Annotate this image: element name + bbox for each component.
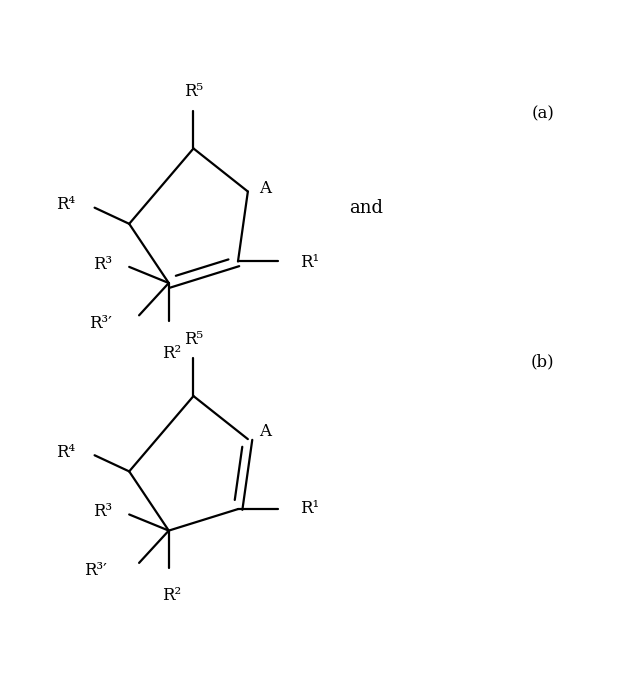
Text: R³: R³ xyxy=(93,503,112,520)
Text: R²: R² xyxy=(161,345,181,362)
Text: A: A xyxy=(259,422,271,440)
Text: R³′: R³′ xyxy=(84,563,107,579)
Text: and: and xyxy=(350,199,383,217)
Text: R¹: R¹ xyxy=(300,254,319,271)
Text: R³′: R³′ xyxy=(89,315,112,332)
Text: R¹: R¹ xyxy=(300,500,319,517)
Text: R⁴: R⁴ xyxy=(56,444,75,461)
Text: R⁵: R⁵ xyxy=(184,331,203,347)
Text: R³: R³ xyxy=(93,256,112,273)
Text: R²: R² xyxy=(161,587,181,604)
Text: (b): (b) xyxy=(531,353,554,370)
Text: R⁴: R⁴ xyxy=(56,196,75,213)
Text: R⁵: R⁵ xyxy=(184,83,203,100)
Text: (a): (a) xyxy=(531,106,554,122)
Text: A: A xyxy=(259,180,271,197)
